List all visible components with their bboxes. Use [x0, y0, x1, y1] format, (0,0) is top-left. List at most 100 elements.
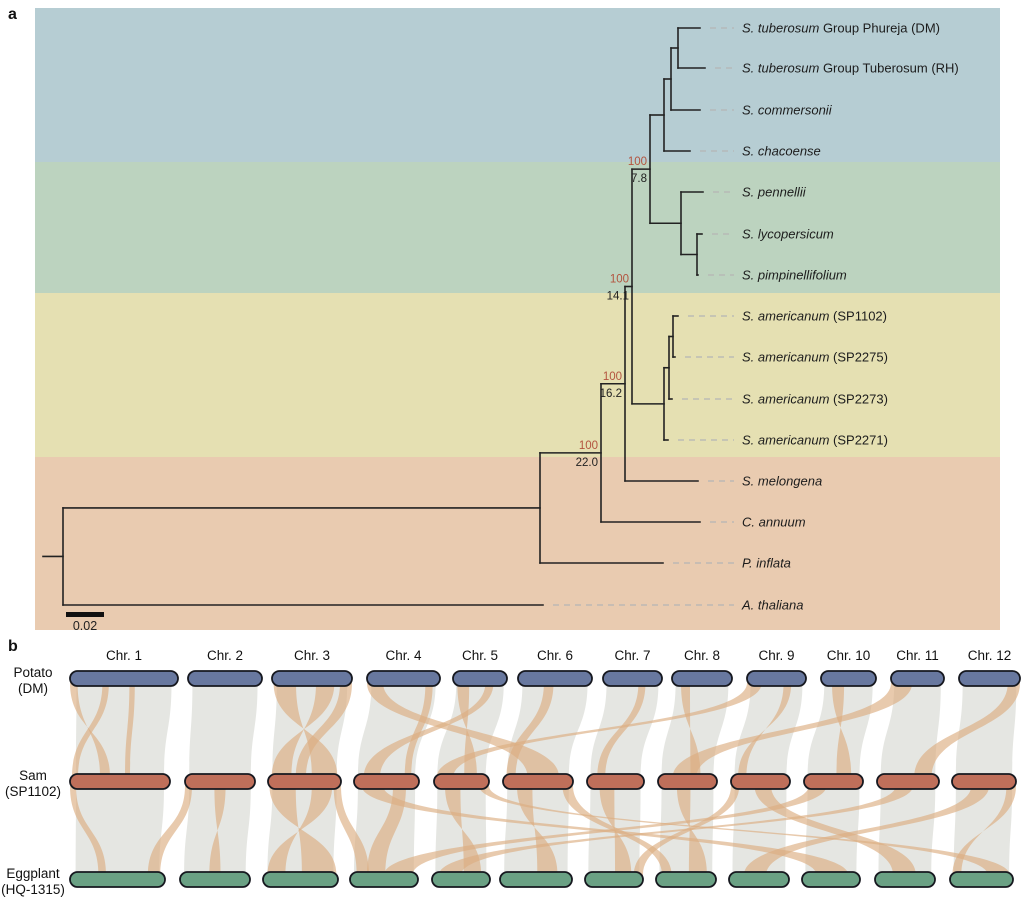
- chromosome-label: Chr. 5: [462, 648, 498, 663]
- leaf-label: S. americanum (SP2271): [742, 433, 888, 448]
- chromosome-bar-eggplant-chr11: [874, 871, 936, 888]
- chromosome-bar-sam-chr4: [353, 773, 420, 790]
- rearrangement-ribbon: [597, 683, 646, 777]
- chromosome-bar-potato-chr1: [69, 670, 179, 687]
- panel-b-synteny: Chr. 1 Chr. 2 Chr. 3 Chr. 4 Chr. 5 Chr. 6 Chr.…: [1, 648, 1021, 897]
- leaf-label: S. tuberosum Group Tuberosum (RH): [742, 61, 959, 76]
- rearrangement-ribbon: [404, 683, 433, 777]
- rearrangement-ribbon: [672, 683, 913, 777]
- chromosome-bar-sam-chr2: [184, 773, 256, 790]
- rearrangement-ribbon: [744, 786, 990, 875]
- panel-b-label: b: [8, 638, 18, 655]
- rearrangement-ribbon: [681, 683, 701, 777]
- leaf-label: S. americanum (SP2275): [742, 350, 888, 365]
- row-sublabel-sam: (SP1102): [5, 784, 61, 799]
- rearrangement-ribbon: [72, 683, 109, 777]
- chromosome-bar-potato-chr10: [820, 670, 877, 687]
- rearrangement-ribbon: [479, 786, 1010, 875]
- rearrangement-ribbon: [445, 786, 482, 875]
- leaf-label: S. chacoense: [742, 144, 821, 159]
- chromosome-bar-eggplant-chr1: [69, 871, 166, 888]
- leaf-label: S. americanum (SP2273): [742, 392, 888, 407]
- chromosome-label: Chr. 10: [827, 648, 871, 663]
- chromosome-bar-sam-chr5: [433, 773, 490, 790]
- chromosome-bar-potato-chr3: [271, 670, 353, 687]
- rearrangement-ribbon: [367, 786, 406, 875]
- rearrangement-ribbon: [676, 786, 707, 875]
- chromosome-bar-eggplant-chr7: [584, 871, 644, 888]
- panel-a-phylogeny: 100 7.8 100 14.1 100 16.2 100 22.0 S. tuberosum …: [35, 8, 1000, 633]
- row-label-eggplant: Eggplant: [6, 866, 60, 881]
- rearrangement-ribbon: [952, 786, 1016, 875]
- chromosome-bar-eggplant-chr5: [431, 871, 491, 888]
- chromosome-bar-potato-chr5: [452, 670, 508, 687]
- rearrangement-ribbon: [267, 786, 333, 875]
- chromosome-bar-sam-chr12: [951, 773, 1017, 790]
- leaf-label: S. pimpinellifolium: [742, 268, 847, 283]
- chromosome-bar-sam-chr11: [876, 773, 940, 790]
- leaf-label: A. thaliana: [741, 598, 803, 613]
- chromosome-bar-sam-chr7: [586, 773, 645, 790]
- chromosome-bar-potato-chr8: [671, 670, 733, 687]
- leaf-label: S. americanum (SP1102): [742, 309, 887, 324]
- chromosome-bar-eggplant-chr2: [179, 871, 251, 888]
- chromosome-bar-eggplant-chr8: [655, 871, 717, 888]
- clade-band-tomato: [35, 162, 1000, 293]
- chromosome-bar-potato-chr6: [517, 670, 593, 687]
- node-age-value: 14.1: [607, 291, 629, 303]
- rearrangement-ribbon: [832, 683, 852, 777]
- leaf-label: S. lycopersicum: [742, 227, 834, 242]
- chromosome-label: Chr. 6: [537, 648, 573, 663]
- rearrangement-ribbon: [70, 786, 107, 875]
- rearrangement-ribbon: [384, 786, 827, 875]
- node-age-value: 7.8: [631, 173, 647, 185]
- row-label-potato: Potato: [13, 665, 52, 680]
- node-support-value: 100: [610, 274, 629, 286]
- chromosome-label: Chr. 8: [684, 648, 720, 663]
- chromosome-label: Chr. 4: [385, 648, 422, 663]
- rearrangement-ribbon: [517, 786, 558, 875]
- chromosome-bar-sam-chr1: [69, 773, 171, 790]
- rearrangement-ribbon: [209, 786, 226, 875]
- node-age-value: 16.2: [600, 388, 622, 400]
- rearrangement-ribbon: [273, 683, 338, 777]
- chromosome-bar-sam-chr10: [803, 773, 864, 790]
- leaf-label: P. inflata: [742, 556, 791, 571]
- leaf-label: S. pennellii: [742, 185, 807, 200]
- chromosome-bar-potato-chr9: [746, 670, 807, 687]
- scale-bar-label: 0.02: [73, 619, 97, 633]
- node-support-value: 100: [603, 371, 622, 383]
- synteny-ribbon: [953, 786, 1013, 875]
- chromosome-bar-potato-chr11: [890, 670, 945, 687]
- row-label-sam: Sam: [19, 768, 47, 783]
- chromosome-bar-eggplant-chr10: [801, 871, 861, 888]
- rearrangement-ribbon: [147, 786, 192, 875]
- chromosome-bar-sam-chr8: [657, 773, 718, 790]
- chromosome-bar-eggplant-chr9: [728, 871, 790, 888]
- rearrangement-ribbon: [506, 683, 554, 777]
- chromosome-bar-potato-chr12: [958, 670, 1021, 687]
- chromosome-bar-potato-chr7: [602, 670, 663, 687]
- rearrangement-ribbon: [436, 683, 762, 777]
- chromosome-bar-eggplant-chr4: [349, 871, 419, 888]
- chromosome-label: Chr. 12: [968, 648, 1012, 663]
- synteny-ribbon: [189, 683, 258, 777]
- rearrangement-ribbon: [754, 786, 916, 875]
- synteny-ribbon: [807, 683, 873, 777]
- leaf-label: S. melongena: [742, 474, 822, 489]
- leaf-label: C. annuum: [742, 515, 806, 530]
- rearrangement-ribbon: [271, 683, 335, 777]
- node-support-value: 100: [579, 440, 598, 452]
- chromosome-bar-sam-chr6: [502, 773, 574, 790]
- chromosome-label: Chr. 2: [207, 648, 243, 663]
- chromosome-bar-sam-chr3: [267, 773, 342, 790]
- rearrangement-ribbon: [438, 786, 913, 875]
- rearrangement-ribbon: [738, 683, 792, 777]
- rearrangement-ribbon: [295, 683, 352, 777]
- rearrangement-ribbon: [125, 683, 135, 777]
- rearrangement-ribbon: [269, 786, 337, 875]
- chromosome-label: Chr. 1: [106, 648, 142, 663]
- panel-a-label: a: [8, 6, 17, 23]
